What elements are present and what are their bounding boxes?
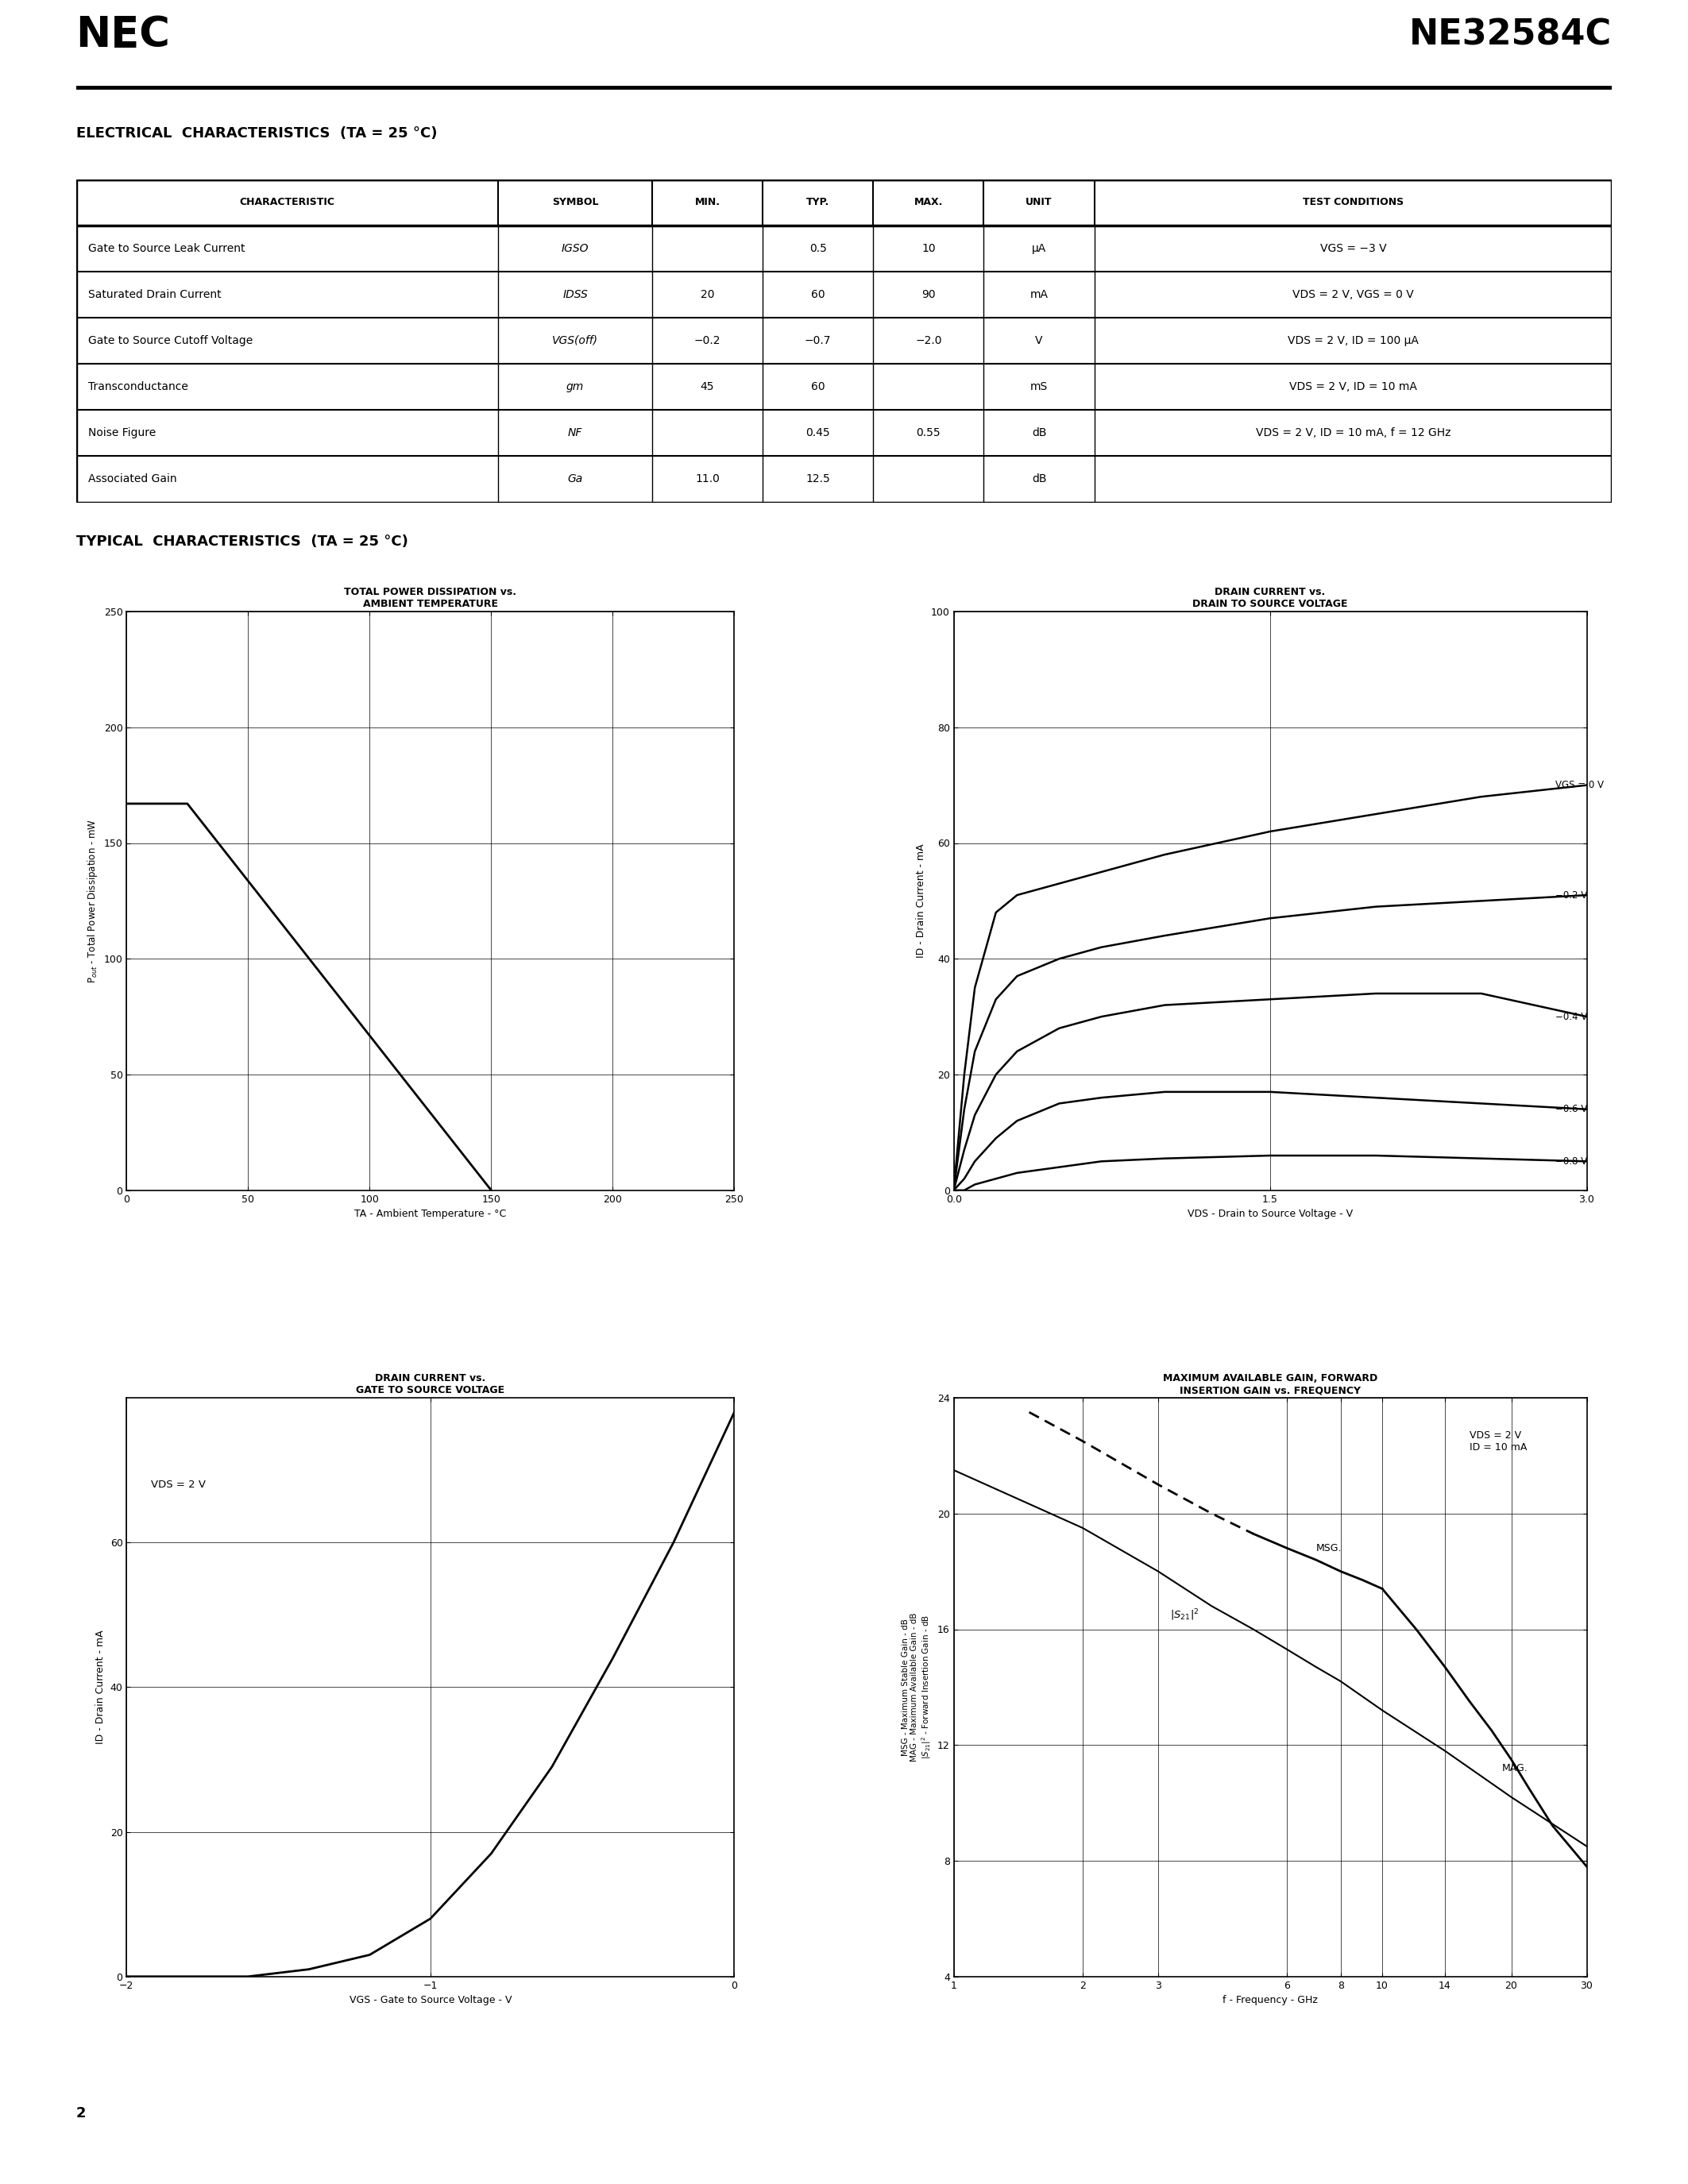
- Title: DRAIN CURRENT vs.
GATE TO SOURCE VOLTAGE: DRAIN CURRENT vs. GATE TO SOURCE VOLTAGE: [356, 1374, 505, 1396]
- Text: VDS = 2 V, ID = 100 μA: VDS = 2 V, ID = 100 μA: [1288, 334, 1418, 347]
- Text: MAG.: MAG.: [1502, 1762, 1528, 1773]
- Text: −2.0: −2.0: [915, 334, 942, 347]
- Text: 0.5: 0.5: [809, 242, 827, 253]
- Text: Noise Figure: Noise Figure: [88, 428, 155, 439]
- Text: Transconductance: Transconductance: [88, 382, 189, 393]
- Text: UNIT: UNIT: [1026, 197, 1052, 207]
- X-axis label: VGS - Gate to Source Voltage - V: VGS - Gate to Source Voltage - V: [349, 1996, 511, 2005]
- Text: Gate to Source Leak Current: Gate to Source Leak Current: [88, 242, 245, 253]
- Text: TEST CONDITIONS: TEST CONDITIONS: [1303, 197, 1404, 207]
- Y-axis label: MSG - Maximum Stable Gain - dB
MAG - Maximum Available Gain - dB
$|S_{21}|^2$ - : MSG - Maximum Stable Gain - dB MAG - Max…: [901, 1612, 933, 1762]
- Title: TOTAL POWER DISSIPATION vs.
AMBIENT TEMPERATURE: TOTAL POWER DISSIPATION vs. AMBIENT TEMP…: [344, 587, 517, 609]
- Text: Associated Gain: Associated Gain: [88, 474, 177, 485]
- X-axis label: TA - Ambient Temperature - °C: TA - Ambient Temperature - °C: [354, 1210, 506, 1219]
- Text: TYP.: TYP.: [807, 197, 829, 207]
- Text: Saturated Drain Current: Saturated Drain Current: [88, 288, 221, 299]
- X-axis label: f - Frequency - GHz: f - Frequency - GHz: [1222, 1996, 1318, 2005]
- Text: VDS = 2 V, ID = 10 mA: VDS = 2 V, ID = 10 mA: [1290, 382, 1418, 393]
- Text: 20: 20: [701, 288, 714, 299]
- Text: SYMBOL: SYMBOL: [552, 197, 599, 207]
- Text: MSG.: MSG.: [1317, 1544, 1342, 1553]
- Text: V: V: [1035, 334, 1043, 347]
- Text: mA: mA: [1030, 288, 1048, 299]
- Text: 12.5: 12.5: [805, 474, 830, 485]
- Title: DRAIN CURRENT vs.
DRAIN TO SOURCE VOLTAGE: DRAIN CURRENT vs. DRAIN TO SOURCE VOLTAG…: [1192, 587, 1347, 609]
- Text: dB: dB: [1031, 428, 1047, 439]
- Text: −0.8 V: −0.8 V: [1555, 1155, 1587, 1166]
- Text: TYPICAL  CHARACTERISTICS  (TA = 25 °C): TYPICAL CHARACTERISTICS (TA = 25 °C): [76, 535, 408, 548]
- Y-axis label: ID - Drain Current - mA: ID - Drain Current - mA: [917, 843, 927, 959]
- Text: 0.45: 0.45: [805, 428, 830, 439]
- Text: −0.2: −0.2: [694, 334, 721, 347]
- Text: VDS = 2 V
ID = 10 mA: VDS = 2 V ID = 10 mA: [1470, 1431, 1528, 1452]
- Text: VDS = 2 V, VGS = 0 V: VDS = 2 V, VGS = 0 V: [1293, 288, 1415, 299]
- Text: 60: 60: [810, 382, 825, 393]
- Text: 10: 10: [922, 242, 935, 253]
- Text: CHARACTERISTIC: CHARACTERISTIC: [240, 197, 334, 207]
- Text: IGSO: IGSO: [562, 242, 589, 253]
- Text: VGS = −3 V: VGS = −3 V: [1320, 242, 1386, 253]
- Text: 60: 60: [810, 288, 825, 299]
- Text: mS: mS: [1030, 382, 1048, 393]
- Text: −0.2 V: −0.2 V: [1555, 889, 1587, 900]
- Text: VGS(off): VGS(off): [552, 334, 598, 347]
- Y-axis label: ID - Drain Current - mA: ID - Drain Current - mA: [96, 1629, 106, 1745]
- Text: MAX.: MAX.: [913, 197, 944, 207]
- Text: −0.6 V: −0.6 V: [1555, 1105, 1587, 1114]
- Text: gm: gm: [567, 382, 584, 393]
- Text: 0.55: 0.55: [917, 428, 940, 439]
- Text: 45: 45: [701, 382, 714, 393]
- Text: Gate to Source Cutoff Voltage: Gate to Source Cutoff Voltage: [88, 334, 253, 347]
- Text: IDSS: IDSS: [562, 288, 587, 299]
- Text: 11.0: 11.0: [695, 474, 719, 485]
- Text: VDS = 2 V: VDS = 2 V: [150, 1479, 206, 1489]
- Text: −0.4 V: −0.4 V: [1555, 1011, 1587, 1022]
- Text: 90: 90: [922, 288, 935, 299]
- Text: MIN.: MIN.: [694, 197, 721, 207]
- Text: Ga: Ga: [567, 474, 582, 485]
- Text: NF: NF: [567, 428, 582, 439]
- Text: VDS = 2 V, ID = 10 mA, f = 12 GHz: VDS = 2 V, ID = 10 mA, f = 12 GHz: [1256, 428, 1450, 439]
- X-axis label: VDS - Drain to Source Voltage - V: VDS - Drain to Source Voltage - V: [1188, 1210, 1352, 1219]
- Y-axis label: P$_{out}$ - Total Power Dissipation - mW: P$_{out}$ - Total Power Dissipation - mW: [86, 819, 100, 983]
- Text: VGS = 0 V: VGS = 0 V: [1555, 780, 1604, 791]
- Text: ELECTRICAL  CHARACTERISTICS  (TA = 25 °C): ELECTRICAL CHARACTERISTICS (TA = 25 °C): [76, 127, 437, 140]
- Text: dB: dB: [1031, 474, 1047, 485]
- Text: $|S_{21}|^2$: $|S_{21}|^2$: [1170, 1607, 1198, 1623]
- Text: 2: 2: [76, 2105, 86, 2121]
- Title: MAXIMUM AVAILABLE GAIN, FORWARD
INSERTION GAIN vs. FREQUENCY: MAXIMUM AVAILABLE GAIN, FORWARD INSERTIO…: [1163, 1374, 1377, 1396]
- Text: μA: μA: [1031, 242, 1047, 253]
- Text: −0.7: −0.7: [805, 334, 830, 347]
- Text: NEC: NEC: [76, 15, 170, 57]
- Text: NE32584C: NE32584C: [1409, 17, 1612, 52]
